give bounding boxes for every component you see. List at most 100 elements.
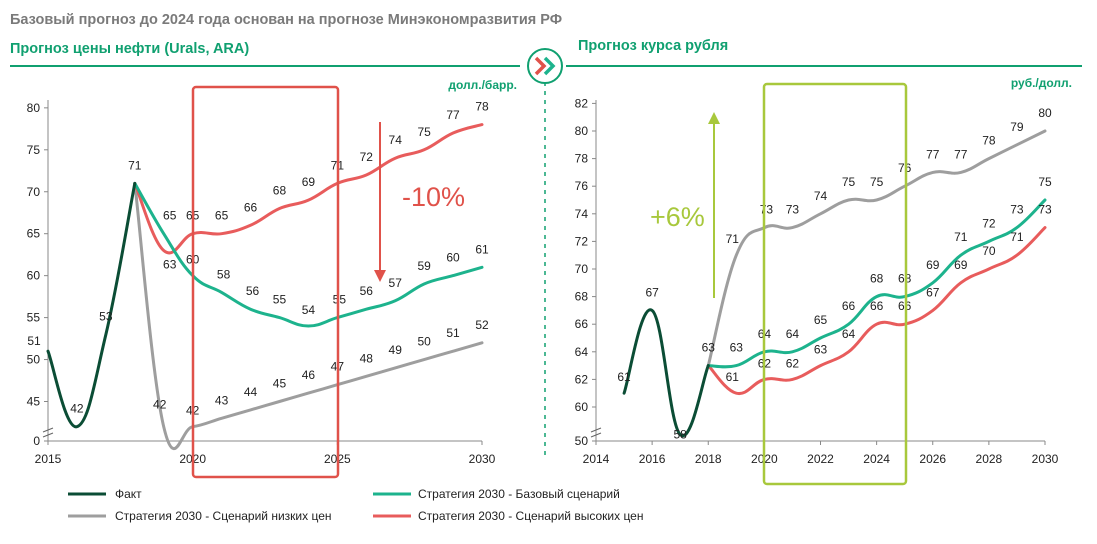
oil-high-data-label: 66 (244, 200, 258, 214)
ruble-y-tick-label: 78 (575, 152, 589, 166)
ruble-up-arrow-icon (708, 112, 720, 298)
ruble-series-fact-line (622, 308, 710, 438)
ruble-highlight-box (762, 82, 908, 486)
ruble-rate-chart: руб./долл. 50 60 62 64 66 68 70 72 74 76 78 80 82 201… (575, 76, 1072, 486)
ruble-y-tick-label: 66 (575, 317, 589, 331)
oil-high-data-label: 63 (163, 257, 177, 271)
slide-title: Базовый прогноз до 2024 года основан на … (10, 12, 562, 28)
oil-fact-data-label: 42 (70, 402, 84, 416)
ruble-y-tick-label: 80 (575, 124, 589, 138)
oil-base-data-label: 59 (417, 259, 431, 273)
ruble-low-data-label: 78 (982, 134, 996, 148)
ruble-fact-data-label: 61 (617, 370, 631, 384)
oil-highlight-box (191, 85, 340, 479)
ruble-x-tick-label: 2026 (919, 452, 946, 466)
ruble-x-tick-label: 2014 (583, 452, 610, 466)
ruble-y-tick-label: 64 (575, 345, 589, 359)
oil-high-data-label: 72 (360, 150, 374, 164)
ruble-base-data-label: 63 (702, 341, 716, 355)
oil-fact-data-label: 53 (99, 309, 113, 323)
ruble-base-data-label: 64 (786, 327, 800, 341)
oil-axis-break (42, 427, 54, 438)
ruble-low-data-label: 71 (726, 232, 740, 246)
ruble-low-data-label: 75 (870, 175, 884, 189)
oil-low-data-label: 42 (153, 398, 167, 412)
ruble-high-data-label: 73 (1038, 203, 1052, 217)
legend-label-low: Стратегия 2030 - Сценарий низких цен (115, 509, 332, 523)
oil-high-data-label: 75 (417, 125, 431, 139)
ruble-base-data-label: 73 (1010, 203, 1024, 217)
oil-high-data-label: 68 (273, 184, 287, 198)
oil-base-data-label: 58 (217, 267, 231, 281)
oil-low-data-label: 46 (302, 368, 316, 382)
ruble-y-tick-label: 70 (575, 262, 589, 276)
legend-item-high: Стратегия 2030 - Сценарий высоких цен (373, 509, 643, 523)
oil-series-fact-line (46, 181, 137, 429)
ruble-high-data-label: 61 (726, 370, 740, 384)
oil-low-data-label: 49 (389, 343, 403, 357)
legend-item-low: Стратегия 2030 - Сценарий низких цен (68, 509, 332, 523)
ruble-low-data-label: 73 (786, 203, 800, 217)
legend-item-base: Стратегия 2030 - Базовый сценарий (373, 487, 620, 501)
oil-x-tick-label: 2030 (469, 452, 496, 466)
ruble-y-tick-label: 76 (575, 179, 589, 193)
oil-base-data-label: 55 (333, 293, 347, 307)
ruble-base-data-label: 68 (870, 272, 884, 286)
ruble-x-tick-label: 2030 (1032, 452, 1059, 466)
ruble-y-tick-label: 62 (575, 372, 589, 386)
ruble-x-tick-label: 2024 (863, 452, 890, 466)
oil-y-tick-label: 55 (27, 311, 41, 325)
ruble-axis-break (590, 427, 602, 438)
ruble-low-data-label: 77 (926, 147, 940, 161)
oil-low-data-label: 52 (475, 318, 489, 332)
ruble-y-tick-label: 68 (575, 290, 589, 304)
ruble-y-tick-label: 72 (575, 234, 589, 248)
ruble-high-data-label: 66 (870, 299, 884, 313)
oil-y-tick-label: 70 (27, 185, 41, 199)
oil-high-data-label: 74 (389, 133, 403, 147)
oil-low-data-label: 44 (244, 385, 258, 399)
right-chart-title: Прогноз курса рубля (578, 38, 728, 54)
oil-down-arrow-icon (374, 122, 386, 282)
ruble-y-tick-label: 74 (575, 207, 589, 221)
ruble-low-data-label: 80 (1038, 106, 1052, 120)
oil-high-data-label: 78 (475, 100, 489, 114)
ruble-x-tick-label: 2028 (976, 452, 1003, 466)
ruble-high-data-label: 67 (926, 285, 940, 299)
ruble-base-data-label: 72 (982, 216, 996, 230)
oil-y-tick-label: 0 (33, 434, 40, 448)
ruble-low-data-label: 74 (814, 189, 828, 203)
oil-base-data-label: 57 (389, 276, 403, 290)
oil-low-data-label: 48 (360, 351, 374, 365)
ruble-high-data-label: 62 (786, 356, 800, 370)
oil-fact-data-label: 51 (27, 334, 41, 348)
oil-y-tick-label: 65 (27, 227, 41, 241)
oil-base-data-label: 56 (246, 284, 260, 298)
ruble-high-data-label: 64 (842, 327, 856, 341)
ruble-high-data-label: 70 (982, 244, 996, 258)
ruble-base-data-label: 75 (1038, 175, 1052, 189)
left-chart-title: Прогноз цены нефти (Urals, ARA) (10, 41, 249, 57)
ruble-base-data-label: 69 (926, 258, 940, 272)
oil-y-tick-label: 50 (27, 353, 41, 367)
oil-low-data-label: 45 (273, 377, 287, 391)
oil-series-low-line (133, 181, 484, 451)
oil-y-tick-label: 80 (27, 101, 41, 115)
ruble-fact-data-label: 58 (674, 428, 688, 442)
oil-y-tick-label: 75 (27, 143, 41, 157)
ruble-base-data-label: 63 (730, 341, 744, 355)
ruble-y-tick-label: 50 (575, 434, 589, 448)
oil-low-data-label: 51 (446, 326, 460, 340)
ruble-low-data-label: 79 (1010, 120, 1024, 134)
legend-label-fact: Факт (115, 487, 142, 501)
ruble-x-tick-label: 2018 (695, 452, 722, 466)
ruble-low-data-label: 77 (954, 147, 968, 161)
oil-base-data-label: 56 (360, 284, 374, 298)
ruble-low-data-label: 73 (760, 203, 774, 217)
oil-high-data-label: 65 (215, 209, 229, 223)
ruble-series-low-line (706, 129, 1047, 368)
oil-change-annotation: -10% (402, 182, 465, 212)
ruble-low-data-label: 75 (842, 175, 856, 189)
oil-base-data-label: 61 (475, 242, 489, 256)
